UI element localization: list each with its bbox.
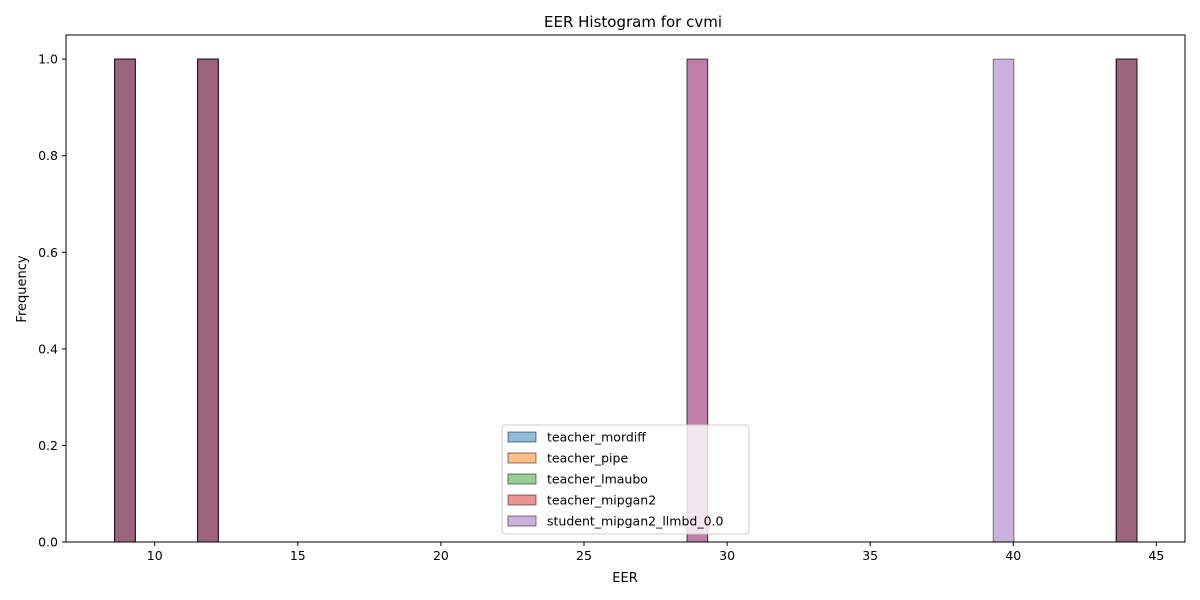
x-tick-label: 30: [719, 548, 735, 563]
y-axis-ticks: 0.0 0.2 0.4 0.6 0.8 1.0: [38, 52, 66, 550]
y-tick-label: 0.2: [38, 438, 58, 453]
plot-frame: [65, 34, 1186, 543]
legend-label-teacher-pipe: teacher_pipe: [547, 451, 628, 466]
legend-swatch-teacher-mordiff: [507, 431, 537, 443]
bar-student-mipgan2-llmbd-0-0-11.5: [197, 58, 219, 543]
x-tick-label: 10: [147, 548, 163, 563]
legend-label-teacher-lmaubo: teacher_lmaubo: [547, 472, 648, 487]
chart-title: EER Histogram for cvmi: [544, 13, 722, 31]
y-tick-label: 0.8: [38, 148, 58, 163]
bars-layer: [114, 58, 1138, 543]
y-tick-label: 1.0: [38, 52, 58, 67]
x-tick-label: 35: [862, 548, 878, 563]
x-tick-label: 25: [576, 548, 592, 563]
bar-student-mipgan2-llmbd-0-0-39.3: [992, 58, 1015, 543]
legend-label-teacher-mordiff: teacher_mordiff: [547, 430, 646, 445]
x-tick-label: 20: [433, 548, 449, 563]
bar-student-mipgan2-llmbd-0-0-43.6: [1115, 58, 1138, 543]
bar-student-mipgan2-llmbd-0-0-8.6: [114, 58, 136, 543]
legend-swatch-student-mipgan2-llmbd-0-0: [507, 515, 537, 527]
y-tick-label: 0.6: [38, 245, 58, 260]
y-axis-label: Frequency: [15, 255, 30, 322]
legend: teacher_mordiff teacher_pipe teacher_lmaub…: [501, 424, 750, 535]
legend-label-teacher-mipgan2: teacher_mipgan2: [547, 493, 656, 508]
legend-box: [501, 424, 750, 535]
legend-swatch-teacher-lmaubo: [507, 473, 537, 485]
y-tick-label: 0.4: [38, 341, 58, 356]
x-tick-label: 45: [1148, 548, 1164, 563]
legend-swatch-teacher-pipe: [507, 452, 537, 464]
x-tick-label: 40: [1005, 548, 1021, 563]
x-tick-label: 15: [290, 548, 306, 563]
x-axis-label: EER: [612, 571, 637, 586]
x-axis-ticks: 10 15 20 25 30 35 40 45: [147, 542, 1164, 563]
y-tick-label: 0.0: [38, 535, 58, 550]
legend-label-student-mipgan2-llmbd-0-0: student_mipgan2_llmbd_0.0: [547, 514, 724, 529]
legend-swatch-teacher-mipgan2: [507, 494, 537, 506]
